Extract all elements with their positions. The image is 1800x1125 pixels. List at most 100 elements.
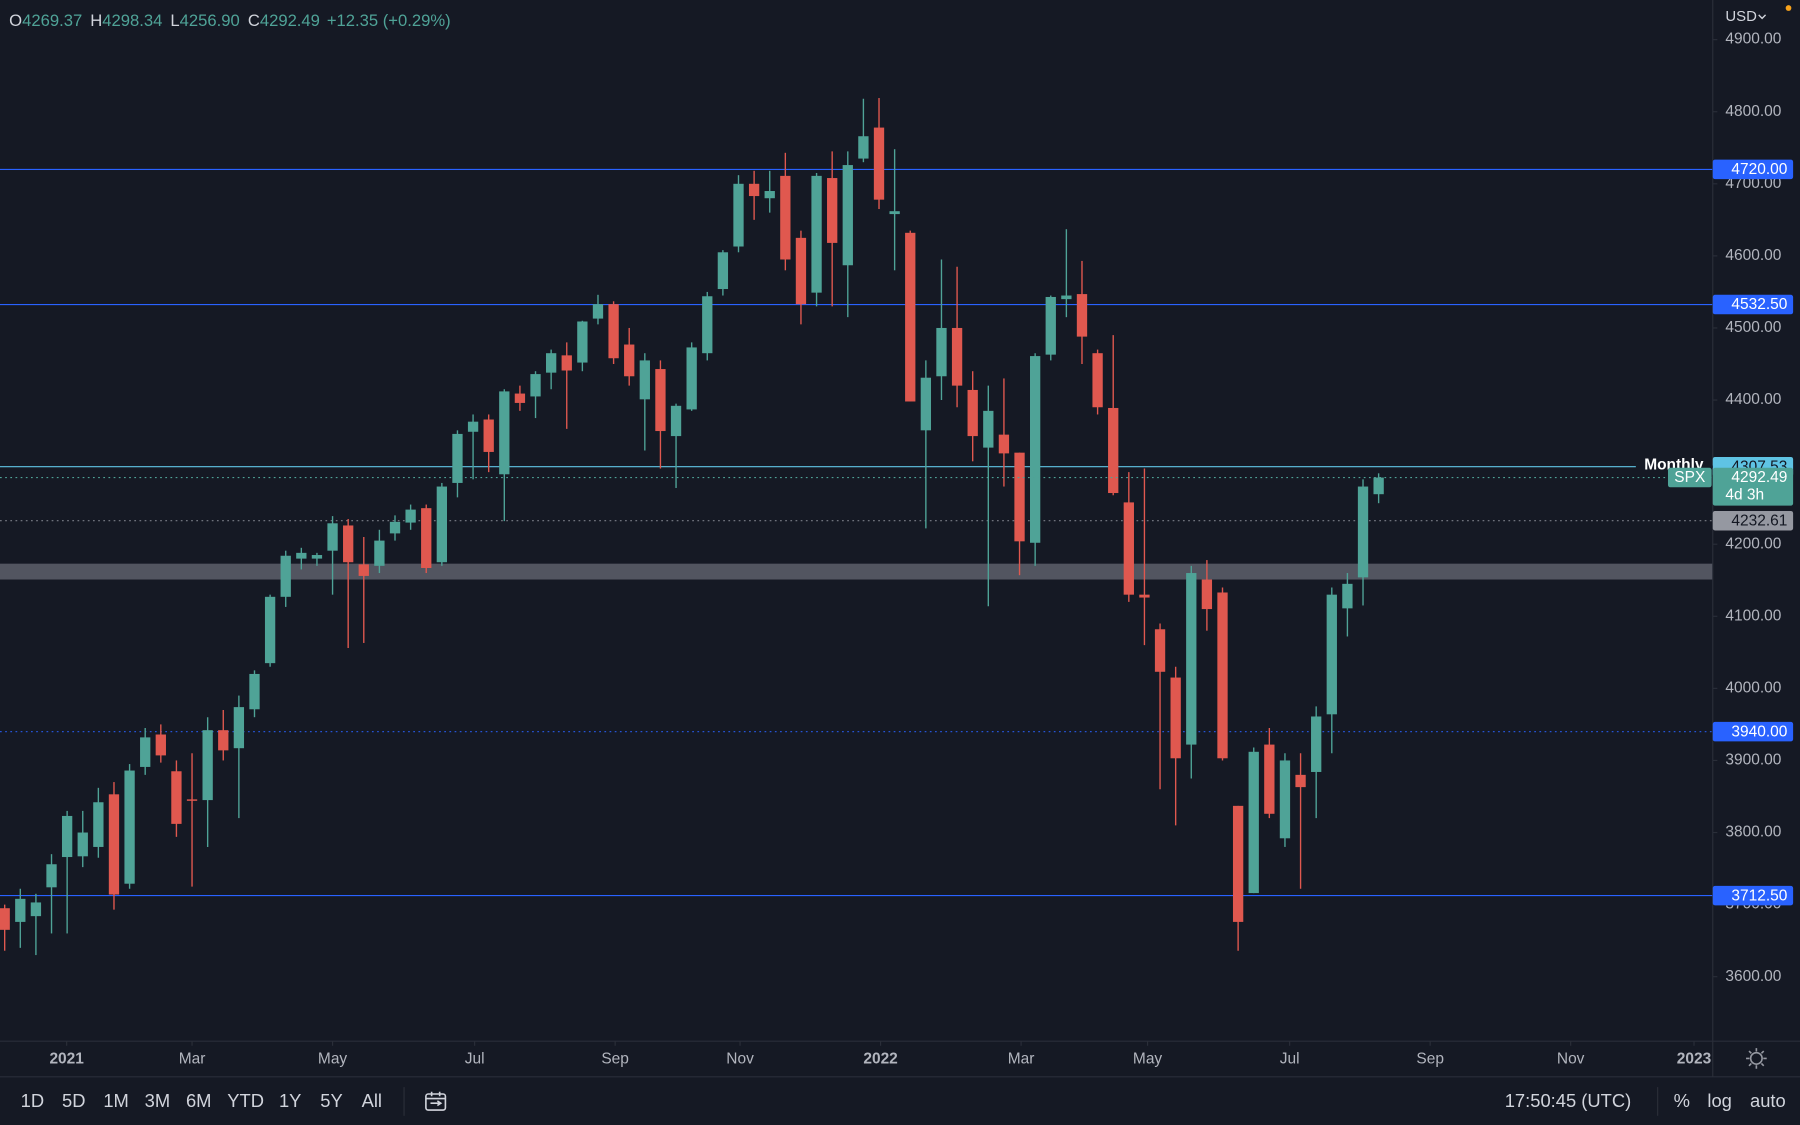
range-button[interactable]: 5Y: [320, 1090, 342, 1111]
level-label-bg: [1712, 159, 1794, 180]
candle-body: [77, 832, 88, 857]
y-tick-label: 4600.00: [1725, 247, 1781, 264]
candle-body: [1248, 751, 1259, 894]
range-button[interactable]: YTD: [227, 1090, 264, 1111]
ohlc-key: O: [9, 11, 22, 30]
candle-body: [1342, 583, 1353, 609]
ohlc-key: L: [170, 11, 179, 30]
ohlc-value: 4269.37: [22, 11, 82, 30]
notification-dot: [1785, 5, 1792, 11]
candle-body: [592, 304, 604, 319]
candle-body: [1108, 407, 1119, 494]
last-price-label-bg: [1712, 467, 1794, 506]
level-label-bg: [1712, 721, 1794, 742]
candle-body: [1232, 805, 1244, 922]
ohlc-header: O4269.37 H4298.34 L4256.90 C4292.49 +12.35 (…: [9, 11, 451, 30]
candle-body: [1154, 629, 1166, 672]
x-tick-label: 2021: [49, 1051, 84, 1068]
candle-body: [873, 127, 885, 200]
candle-body: [1373, 477, 1384, 495]
y-tick-label: 3800.00: [1725, 824, 1781, 841]
range-button[interactable]: 1D: [21, 1090, 44, 1111]
go-to-date-icon[interactable]: [425, 1091, 447, 1111]
scale-option[interactable]: log: [1707, 1090, 1732, 1111]
range-button[interactable]: 1M: [103, 1090, 129, 1111]
candle-body: [1014, 452, 1025, 542]
plot-area: [0, 98, 1713, 956]
x-tick-label: 2023: [1677, 1051, 1712, 1068]
candle-body: [905, 232, 916, 402]
candle-body: [171, 771, 182, 824]
overlay: 4720.004532.504307.53Monthly4232.613940.…: [9, 11, 1794, 906]
candle-body: [202, 730, 213, 801]
candle-body: [530, 374, 541, 397]
range-button[interactable]: All: [362, 1090, 382, 1111]
x-tick-label: Sep: [601, 1051, 629, 1068]
candle-body: [108, 794, 120, 895]
candle-body: [1357, 486, 1369, 578]
range-button[interactable]: 1Y: [279, 1090, 301, 1111]
candle-body: [889, 211, 900, 215]
candle-body: [1295, 774, 1306, 788]
candle-body: [1061, 295, 1072, 300]
candle-body: [764, 191, 775, 199]
candle-body: [514, 393, 526, 403]
y-tick-label: 4900.00: [1725, 31, 1781, 48]
x-tick-label: Nov: [726, 1051, 754, 1068]
range-button[interactable]: 5D: [62, 1090, 85, 1111]
candle-body: [296, 552, 307, 559]
candle-body: [655, 369, 666, 432]
ohlc-value: 4292.49: [260, 11, 320, 30]
candle-body: [1201, 579, 1213, 610]
candle-body: [561, 355, 572, 371]
level-label-bg: [1712, 294, 1794, 315]
candle-body: [967, 389, 978, 437]
candle-body: [343, 525, 354, 563]
candle-body: [998, 434, 1010, 454]
y-tick-label: 4000.00: [1725, 679, 1781, 696]
candle-body: [389, 521, 401, 534]
candle-body: [717, 252, 729, 290]
candle-body: [233, 707, 245, 749]
x-tick-label: Jul: [1280, 1051, 1300, 1068]
candle-body: [1326, 594, 1337, 715]
candle-body: [624, 344, 635, 377]
candle-body: [1029, 356, 1041, 543]
range-button[interactable]: 3M: [145, 1090, 171, 1111]
scale-option[interactable]: %: [1674, 1090, 1690, 1111]
candle-body: [811, 175, 822, 293]
candle-body: [30, 902, 42, 917]
last-price-label: 4292.49: [1731, 469, 1787, 486]
level-label: 4232.61: [1731, 512, 1787, 529]
candle-body: [186, 799, 198, 801]
candle-body: [452, 433, 463, 483]
candle-body: [327, 523, 338, 551]
ohlc-key: C: [248, 11, 260, 30]
candle-body: [842, 165, 853, 266]
zone: [0, 563, 1713, 580]
candle-body: [0, 908, 10, 930]
candle-body: [280, 555, 291, 597]
x-tick-label: Sep: [1416, 1051, 1444, 1068]
candle-body: [983, 410, 994, 448]
range-button[interactable]: 6M: [186, 1090, 212, 1111]
x-tick-label: May: [1133, 1051, 1163, 1068]
currency-caret[interactable]: [1758, 14, 1767, 20]
settings-icon[interactable]: [1746, 1048, 1767, 1069]
candle-body: [733, 183, 744, 247]
y-tick-label: 4500.00: [1725, 319, 1781, 336]
candle-body: [780, 175, 791, 260]
candle-body: [639, 360, 650, 400]
currency[interactable]: USD: [1725, 8, 1757, 25]
candle-body: [1139, 594, 1150, 598]
candle-body: [1217, 592, 1228, 759]
scale-option[interactable]: auto: [1750, 1090, 1786, 1111]
clock: 17:50:45 (UTC): [1505, 1090, 1632, 1111]
candle-body: [1186, 573, 1197, 745]
candle-body: [748, 183, 760, 197]
level-label: 4720.00: [1731, 161, 1787, 178]
candle-body: [936, 327, 947, 377]
